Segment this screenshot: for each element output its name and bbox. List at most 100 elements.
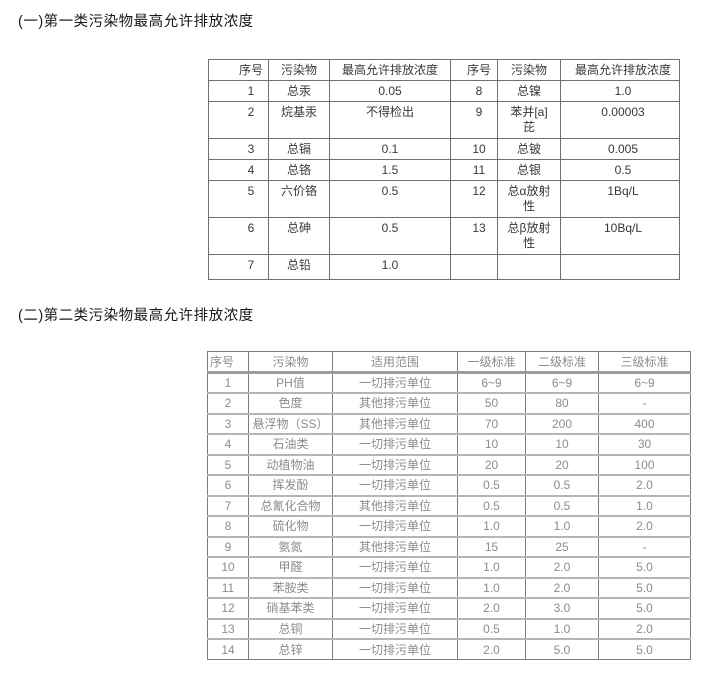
table-cell: 4 <box>208 159 269 181</box>
table-cell: 其他排污单位 <box>332 494 458 517</box>
table-cell: 1.0 <box>457 556 526 578</box>
table-row: 7 总氰化合物 其他排污单位 0.5 0.5 1.0 <box>207 494 691 517</box>
table-cell: 1.0 <box>329 254 451 280</box>
table-cell: 3 <box>207 412 249 435</box>
section-heading-first-class: (一)第一类污染物最高允许排放浓度 <box>18 14 254 30</box>
table-cell: 8 <box>207 515 249 537</box>
table-cell: 3 <box>208 138 269 160</box>
table-cell: 70 <box>457 412 526 435</box>
table-cell: 其他排污单位 <box>332 412 458 435</box>
table-cell: 0.5 <box>457 474 526 496</box>
table-row: 6 总砷 0.5 13 总β放射 性 10Bq/L <box>208 217 680 255</box>
table-cell: - <box>598 392 691 414</box>
column-header: 序号 <box>207 351 249 374</box>
table-cell: 0.5 <box>457 494 526 517</box>
table-cell: 不得检出 <box>329 101 451 139</box>
table-cell: 100 <box>598 453 691 476</box>
table-row: 4 石油类 一切排污单位 10 10 30 <box>207 433 691 455</box>
table-cell: 9 <box>207 535 249 558</box>
table-cell: 其他排污单位 <box>332 535 458 558</box>
table-cell <box>560 254 680 280</box>
table-cell: 2 <box>208 101 269 139</box>
table-row: 3 悬浮物（SS） 其他排污单位 70 200 400 <box>207 412 691 435</box>
column-header: 污染物 <box>497 59 561 81</box>
column-header: 三级标准 <box>598 351 691 374</box>
table-cell: 色度 <box>248 392 333 414</box>
table-cell: 2.0 <box>598 617 691 640</box>
table-cell: 2.0 <box>525 576 599 599</box>
table-cell: 动植物油 <box>248 453 333 476</box>
table-cell: 苯并[a] 芘 <box>497 101 561 139</box>
table-cell: 6~9 <box>598 371 691 394</box>
table-cell: 总铜 <box>248 617 333 640</box>
table-cell: 30 <box>598 433 691 455</box>
table-row: 5 动植物油 一切排污单位 20 20 100 <box>207 453 691 476</box>
table-cell: 总汞 <box>268 80 330 102</box>
second-class-table-body: 1 PH值 一切排污单位 6~9 6~9 6~9 2 色度 其他排污单位 50 80-3 悬浮物（SS… <box>207 371 691 660</box>
table-cell: 400 <box>598 412 691 435</box>
table-cell: 10 <box>525 433 599 455</box>
table-cell: 2 <box>207 392 249 414</box>
table-cell: 总镍 <box>497 80 561 102</box>
column-header: 污染物 <box>248 351 333 374</box>
table-cell: 1.0 <box>457 576 526 599</box>
table-cell: 总锌 <box>248 638 333 660</box>
table-cell: 12 <box>450 180 498 218</box>
table-cell: 一切排污单位 <box>332 474 458 496</box>
table-cell: 0.05 <box>329 80 451 102</box>
table-cell: 2.0 <box>457 597 526 619</box>
table-cell: 8 <box>450 80 498 102</box>
table-cell: 一切排污单位 <box>332 433 458 455</box>
table-cell: 5.0 <box>598 556 691 578</box>
table-row: 1 PH值 一切排污单位 6~9 6~9 6~9 <box>207 371 691 394</box>
table-cell: 5.0 <box>598 638 691 660</box>
table-cell: 11 <box>207 576 249 599</box>
table-cell: 1.5 <box>329 159 451 181</box>
table-cell: 0.5 <box>329 180 451 218</box>
table-cell: 烷基汞 <box>268 101 330 139</box>
table-cell: 20 <box>457 453 526 476</box>
table-cell: 7 <box>208 254 269 280</box>
table-cell: 5 <box>207 453 249 476</box>
table-row: 13 总铜 一切排污单位 0.5 1.0 2.0 <box>207 617 691 640</box>
table-cell: 甲醛 <box>248 556 333 578</box>
table-cell: PH值 <box>248 371 333 394</box>
table-cell: 0.5 <box>457 617 526 640</box>
table-cell: 5 <box>208 180 269 218</box>
table-cell: 4 <box>207 433 249 455</box>
column-header: 序号 <box>208 59 269 81</box>
table-cell: 5.0 <box>598 597 691 619</box>
table-cell <box>497 254 561 280</box>
table-cell: 总铬 <box>268 159 330 181</box>
table-cell: 挥发酚 <box>248 474 333 496</box>
second-class-pollutants-table: 序号 污染物 适用范围 一级标准 二级标准 三级标准 1 PH值 一切排污单位 6~9 6~9 6~… <box>207 351 691 660</box>
table-cell: 苯胺类 <box>248 576 333 599</box>
first-class-table-body: 1 总汞 0.05 8 总镍 1.0 2 烷基汞 不得检出 9 苯并[a] 芘 0.00003 3 总镉 0… <box>208 80 680 280</box>
table-cell: 一切排污单位 <box>332 556 458 578</box>
table-cell: 1.0 <box>560 80 680 102</box>
table-cell: 2.0 <box>598 474 691 496</box>
table-cell: 1.0 <box>525 515 599 537</box>
table-cell: 5.0 <box>525 638 599 660</box>
table-cell: 6 <box>208 217 269 255</box>
header-row: 序号 污染物 最高允许排放浓度 序号 污染物 最高允许排放浓度 <box>208 59 680 81</box>
table-cell: 6~9 <box>457 371 526 394</box>
table-cell: 3.0 <box>525 597 599 619</box>
table-cell: 200 <box>525 412 599 435</box>
header-row: 序号 污染物 适用范围 一级标准 二级标准 三级标准 <box>207 351 691 374</box>
table-cell: 2.0 <box>525 556 599 578</box>
table-cell: 总铅 <box>268 254 330 280</box>
column-header: 一级标准 <box>457 351 526 374</box>
table-cell: 硫化物 <box>248 515 333 537</box>
table-cell: 一切排污单位 <box>332 617 458 640</box>
table-cell: 0.005 <box>560 138 680 160</box>
table-cell: 10 <box>450 138 498 160</box>
column-header: 适用范围 <box>332 351 458 374</box>
table-cell: 13 <box>207 617 249 640</box>
table-cell: 一切排污单位 <box>332 371 458 394</box>
table-cell: 10 <box>207 556 249 578</box>
table-cell: 1.0 <box>457 515 526 537</box>
table-cell: - <box>598 535 691 558</box>
column-header: 最高允许排放浓度 <box>560 59 680 81</box>
table-cell: 15 <box>457 535 526 558</box>
